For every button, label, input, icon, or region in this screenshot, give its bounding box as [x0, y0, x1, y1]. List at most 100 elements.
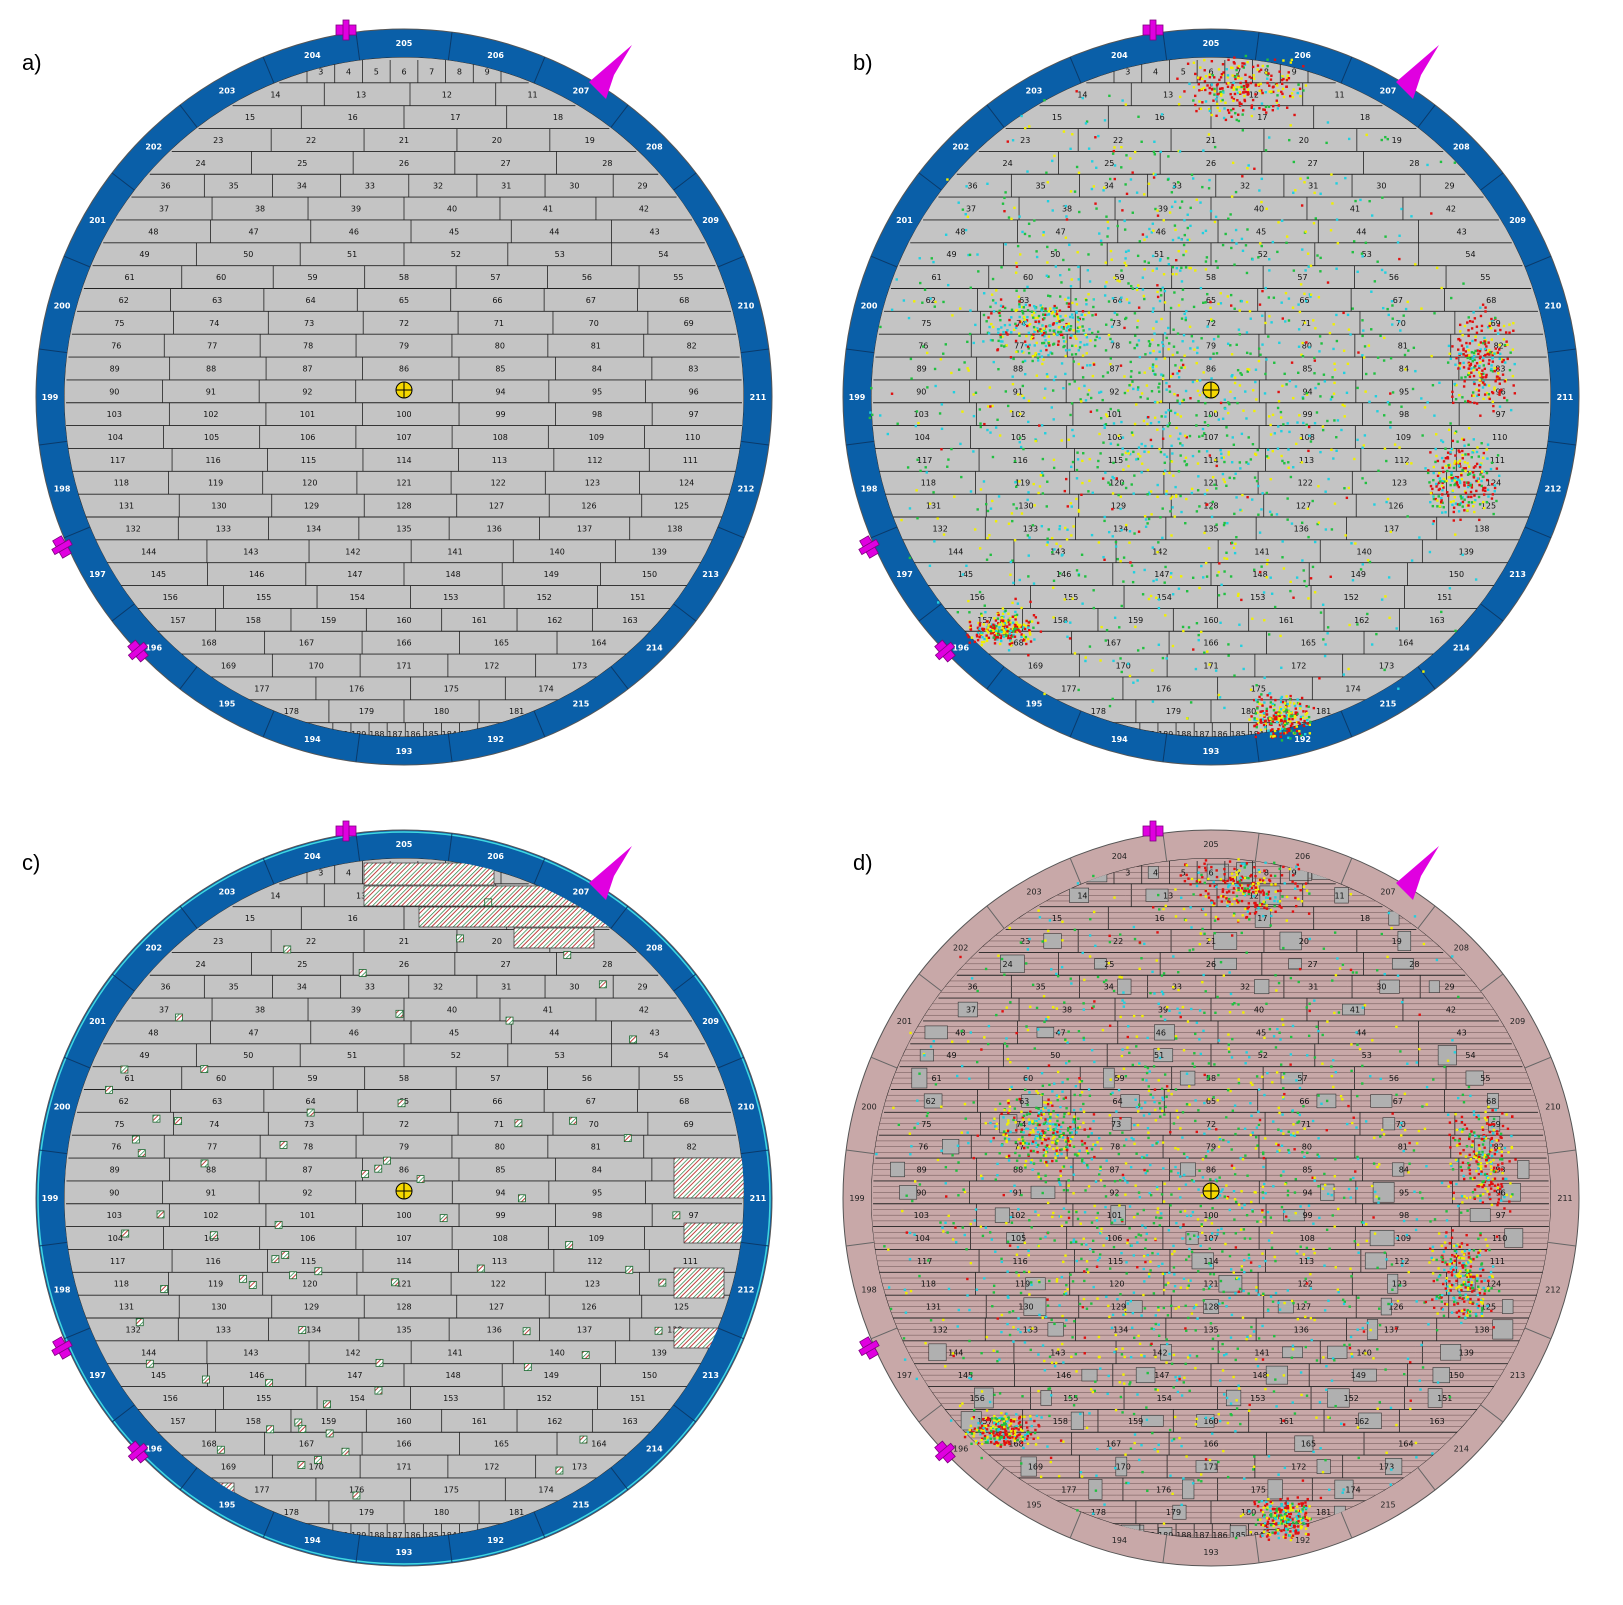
plate-number: 142 — [345, 1348, 360, 1357]
thickness-reading — [1178, 369, 1181, 373]
thickness-reading — [1367, 344, 1371, 347]
thickness-reading — [1025, 619, 1028, 623]
thickness-reading — [1104, 639, 1107, 642]
thickness-reading — [1213, 76, 1216, 79]
thickness-reading — [1176, 413, 1179, 416]
thickness-reading — [1077, 278, 1080, 281]
ring-segment-divider — [447, 1535, 453, 1563]
thickness-reading — [1191, 576, 1195, 579]
thickness-reading — [1011, 621, 1015, 624]
nozzle-icon — [1142, 19, 1164, 41]
thickness-reading — [1257, 359, 1261, 363]
thickness-reading — [983, 422, 986, 426]
ring-segment-label: 210 — [738, 1102, 755, 1111]
thickness-reading — [1286, 497, 1289, 500]
plate-number: 186 — [405, 1531, 420, 1540]
thickness-reading — [1085, 120, 1089, 123]
plate-number: 133 — [216, 1325, 231, 1334]
thickness-reading — [1482, 356, 1485, 359]
thickness-reading — [1222, 91, 1225, 94]
thickness-reading — [896, 422, 899, 425]
thickness-reading — [1313, 540, 1317, 544]
thickness-reading — [1429, 451, 1432, 454]
thickness-reading — [1336, 419, 1340, 422]
ring-segment-label: 196 — [145, 1444, 162, 1453]
thickness-reading — [1015, 630, 1019, 634]
thickness-reading — [1440, 501, 1443, 504]
plate-number: 26 — [1206, 960, 1216, 969]
thickness-reading — [1137, 446, 1141, 449]
thickness-reading — [983, 604, 986, 607]
thickness-reading — [1245, 351, 1249, 355]
ring-segment-divider — [1480, 172, 1504, 191]
plate-number: 137 — [577, 1325, 592, 1334]
ring-segment-divider — [918, 172, 942, 191]
thickness-reading — [1200, 77, 1204, 81]
plate-number: 79 — [1206, 342, 1216, 351]
tank-floor-map-a: 1931941951961971981992002012022032042052… — [35, 19, 773, 766]
thickness-reading — [1173, 392, 1176, 396]
thickness-reading — [1049, 307, 1052, 310]
thickness-reading — [1171, 644, 1175, 648]
thickness-reading — [1200, 337, 1203, 340]
plate-number: 155 — [1063, 593, 1078, 602]
thickness-reading — [1441, 493, 1444, 496]
thickness-reading — [1485, 500, 1489, 504]
thickness-reading — [1477, 495, 1481, 499]
ring-segment-label: 208 — [646, 143, 663, 152]
thickness-reading — [1496, 454, 1500, 457]
thickness-reading — [1485, 373, 1488, 377]
plate-number: 158 — [1053, 616, 1068, 625]
thickness-reading — [1286, 722, 1289, 725]
thickness-reading — [1460, 376, 1463, 379]
thickness-reading — [1210, 113, 1213, 117]
ring-segment-label: 197 — [896, 570, 913, 579]
thickness-reading — [1453, 462, 1456, 465]
thickness-reading — [1083, 343, 1086, 347]
plate-number: 26 — [399, 960, 409, 969]
thickness-reading — [1018, 320, 1022, 324]
thickness-reading — [978, 624, 982, 627]
plate-number: 156 — [970, 593, 985, 602]
thickness-reading — [1405, 462, 1409, 465]
thickness-reading — [1107, 333, 1111, 337]
pit-marker — [289, 1271, 297, 1280]
thickness-reading — [1439, 160, 1443, 164]
thickness-reading — [1004, 390, 1008, 393]
thickness-reading — [1003, 196, 1006, 200]
plate-number: 121 — [396, 479, 411, 488]
thickness-reading — [981, 627, 984, 631]
thickness-reading — [1012, 633, 1015, 637]
ring-segment-divider — [741, 1241, 769, 1247]
thickness-reading — [1013, 206, 1016, 210]
ring-segment-label: 201 — [89, 1017, 106, 1026]
pit-marker — [306, 1108, 315, 1117]
thickness-reading — [961, 573, 965, 576]
thickness-reading — [995, 624, 998, 628]
thickness-reading — [1285, 383, 1288, 386]
thickness-reading — [1475, 402, 1479, 405]
nozzle-icon — [127, 1440, 149, 1464]
thickness-reading — [1133, 422, 1137, 426]
plate-number: 14 — [1077, 90, 1087, 99]
plate-number: 126 — [581, 1303, 596, 1312]
thickness-reading — [1078, 325, 1081, 329]
thickness-reading — [1467, 453, 1470, 456]
support-pad — [1117, 978, 1132, 995]
ring-segment-divider — [1548, 1149, 1576, 1155]
thickness-reading — [1008, 632, 1012, 635]
thickness-reading — [1344, 176, 1347, 180]
thickness-reading — [1194, 667, 1198, 671]
thickness-reading — [1383, 447, 1387, 450]
thickness-reading — [1333, 381, 1336, 385]
plate-number: 145 — [151, 570, 166, 579]
thickness-reading — [1227, 82, 1230, 85]
plate-number: 132 — [126, 1325, 141, 1334]
thickness-reading — [1271, 732, 1275, 735]
thickness-reading — [1135, 403, 1138, 406]
thickness-reading — [1287, 297, 1291, 300]
thickness-reading — [1176, 351, 1179, 354]
thickness-reading — [1142, 419, 1146, 423]
thickness-reading — [1169, 510, 1172, 513]
thickness-reading — [1103, 426, 1106, 429]
